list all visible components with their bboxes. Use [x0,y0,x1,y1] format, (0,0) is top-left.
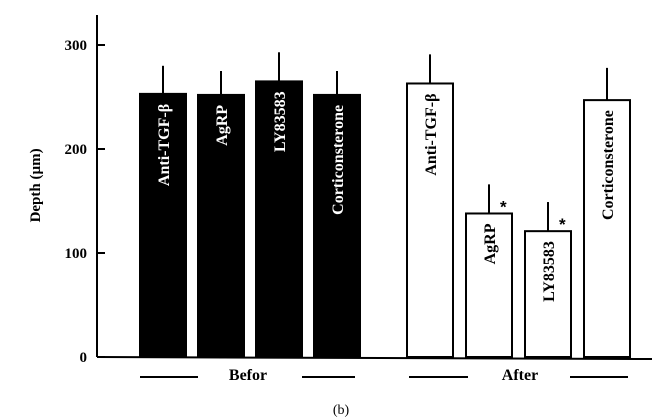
group-label: After [502,367,538,384]
axes: 0 100 200 300 [65,15,653,366]
bars: Anti-TGF-β AgRP LY83583 Corticonsterone Anti… [139,52,631,359]
bar [524,230,572,358]
bar-label: Anti-TGF-β [156,104,173,186]
y-tick-label: 100 [65,246,88,262]
bar [313,93,361,358]
bar-label: AgRP [214,105,231,146]
y-tick-label: 0 [80,350,88,366]
bar [465,212,513,358]
bar-label: Corticonsterone [330,105,347,215]
group-labels: Befor After [140,367,628,384]
bar-label: LY83583 [272,91,289,152]
bar-label: LY83583 [541,241,558,302]
group-label: Befor [229,367,267,384]
y-tick-label: 300 [65,38,88,54]
significance-star: * [500,197,507,216]
bar-label: Anti-TGF-β [423,93,440,175]
y-tick-label: 200 [65,142,88,158]
significance-star: * [559,215,566,234]
bar [197,93,245,358]
bar [255,80,303,359]
bar-label: AgRP [482,223,499,264]
bar [139,92,187,358]
x-axis-line [96,356,653,360]
bar [583,99,631,359]
y-axis-title: Depth (µm) [28,148,44,222]
figure-caption: (b) [333,403,350,418]
bar-label: Corticonsterone [600,110,617,220]
